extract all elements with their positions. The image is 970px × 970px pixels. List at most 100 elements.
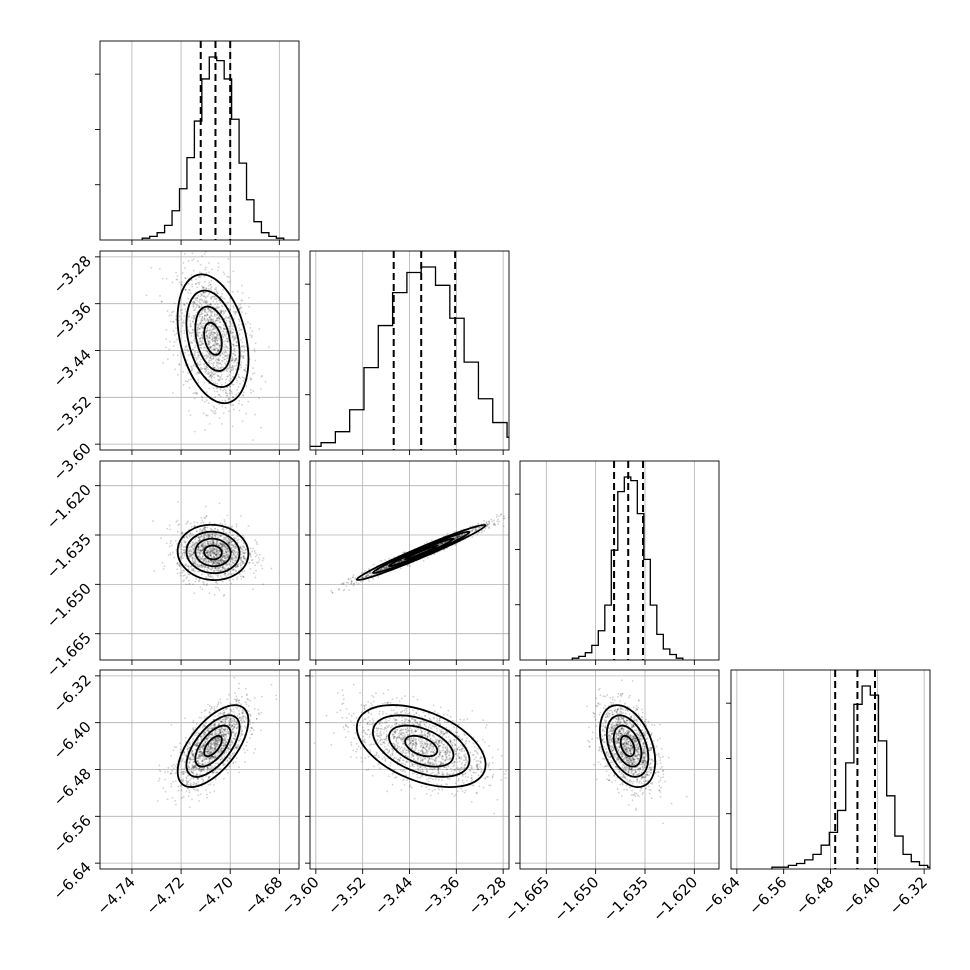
- scatter-point-1-0: [184, 340, 186, 342]
- scatter-point-1-0: [238, 333, 241, 336]
- scatter-point-1-0: [212, 355, 215, 358]
- scatter-point-2-1: [491, 520, 494, 523]
- scatter-point-1-0: [252, 390, 255, 392]
- scatter-point-1-0: [267, 346, 270, 348]
- scatter-point-1-0: [211, 371, 214, 374]
- scatter-point-1-0: [205, 399, 208, 402]
- scatter-point-3-0: [227, 715, 230, 718]
- scatter-point-1-0: [214, 347, 217, 350]
- scatter-point-1-0: [198, 281, 201, 284]
- scatter-point-2-0: [192, 553, 194, 556]
- scatter-point-2-0: [211, 533, 214, 536]
- scatter-point-1-0: [212, 325, 215, 328]
- scatter-point-2-0: [229, 539, 232, 541]
- scatter-point-1-0: [193, 315, 196, 318]
- scatter-point-2-0: [202, 528, 205, 530]
- scatter-point-2-0: [211, 549, 214, 552]
- scatter-point-1-0: [206, 318, 209, 320]
- scatter-point-2-0: [205, 552, 208, 555]
- scatter-point-2-0: [163, 565, 166, 568]
- scatter-point-2-1: [366, 575, 368, 578]
- scatter-point-2-0: [209, 552, 212, 555]
- scatter-point-1-0: [169, 340, 171, 343]
- scatter-point-1-0: [196, 304, 199, 307]
- scatter-point-2-0: [200, 545, 203, 548]
- scatter-point-3-0: [167, 770, 169, 773]
- scatter-point-2-0: [222, 542, 225, 545]
- scatter-point-2-1: [386, 567, 389, 569]
- scatter-point-2-1: [347, 581, 350, 584]
- scatter-point-1-0: [207, 373, 210, 375]
- scatter-point-2-0: [214, 553, 217, 556]
- scatter-point-1-0: [217, 358, 219, 361]
- scatter-point-2-0: [211, 549, 214, 552]
- scatter-point-1-0: [245, 349, 248, 352]
- scatter-point-2-1: [343, 588, 346, 591]
- scatter-point-1-0: [181, 281, 184, 284]
- scatter-point-1-0: [174, 368, 177, 371]
- scatter-point-3-0: [213, 744, 216, 747]
- scatter-point-1-0: [211, 345, 213, 348]
- scatter-point-2-1: [477, 522, 480, 525]
- scatter-point-1-0: [197, 276, 200, 279]
- scatter-point-2-0: [211, 551, 214, 554]
- scatter-point-1-0: [212, 367, 215, 369]
- scatter-point-1-0: [221, 333, 224, 336]
- scatter-point-2-1: [367, 574, 370, 577]
- scatter-point-1-0: [214, 319, 217, 322]
- scatter-point-2-0: [204, 526, 207, 528]
- scatter-point-1-0: [238, 327, 241, 330]
- scatter-point-1-0: [226, 337, 229, 340]
- scatter-point-2-0: [221, 556, 224, 558]
- scatter-point-1-0: [211, 338, 214, 341]
- scatter-point-2-1: [426, 556, 429, 559]
- scatter-point-2-0: [224, 538, 227, 541]
- scatter-point-2-0: [222, 554, 225, 557]
- scatter-point-2-0: [232, 569, 235, 571]
- scatter-point-1-0: [231, 359, 234, 362]
- scatter-point-2-0: [232, 568, 235, 571]
- scatter-point-1-0: [205, 301, 208, 304]
- scatter-point-2-1: [399, 560, 402, 562]
- scatter-point-3-0: [200, 752, 203, 755]
- scatter-point-2-0: [241, 575, 244, 578]
- scatter-point-1-0: [168, 348, 171, 351]
- scatter-point-1-0: [220, 375, 222, 378]
- scatter-point-2-0: [222, 536, 225, 539]
- scatter-point-1-0: [219, 301, 222, 304]
- scatter-point-2-0: [221, 547, 224, 550]
- scatter-point-2-1: [459, 535, 461, 538]
- scatter-point-2-0: [239, 562, 242, 565]
- scatter-point-1-0: [202, 301, 205, 304]
- scatter-point-2-0: [203, 544, 206, 547]
- scatter-point-2-0: [190, 550, 193, 552]
- scatter-point-1-0: [214, 303, 217, 306]
- scatter-point-1-0: [233, 361, 236, 364]
- scatter-point-1-0: [222, 271, 225, 274]
- scatter-point-2-0: [262, 583, 264, 586]
- scatter-point-2-0: [224, 537, 227, 540]
- scatter-point-2-0: [226, 514, 229, 517]
- scatter-point-2-0: [230, 563, 233, 566]
- scatter-point-3-0: [222, 721, 225, 724]
- scatter-point-1-0: [194, 344, 197, 347]
- scatter-point-2-0: [198, 551, 200, 554]
- scatter-point-2-0: [221, 544, 224, 547]
- scatter-point-1-0: [237, 373, 240, 376]
- scatter-point-1-0: [209, 357, 211, 359]
- scatter-point-1-0: [235, 359, 238, 361]
- scatter-point-2-0: [210, 553, 212, 556]
- scatter-point-1-0: [198, 306, 201, 309]
- scatter-point-2-0: [203, 540, 206, 543]
- scatter-point-2-0: [226, 556, 229, 559]
- scatter-point-1-0: [217, 262, 220, 265]
- scatter-point-1-0: [216, 351, 219, 353]
- scatter-point-2-0: [242, 552, 245, 554]
- scatter-point-1-0: [210, 375, 213, 378]
- scatter-point-1-0: [210, 331, 213, 334]
- scatter-point-2-0: [242, 555, 245, 557]
- scatter-point-1-0: [226, 355, 229, 358]
- scatter-point-2-0: [214, 528, 217, 530]
- scatter-point-2-0: [220, 559, 223, 562]
- scatter-point-1-0: [249, 376, 252, 379]
